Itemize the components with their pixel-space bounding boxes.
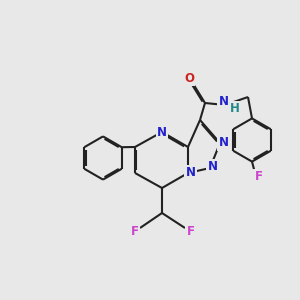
Text: N: N: [185, 167, 195, 179]
Text: F: F: [130, 225, 139, 238]
Text: N: N: [207, 160, 218, 173]
Text: O: O: [184, 72, 194, 85]
Text: F: F: [255, 170, 262, 183]
Text: H: H: [230, 102, 239, 115]
Text: F: F: [186, 225, 194, 238]
Text: N: N: [219, 136, 229, 149]
Text: N: N: [218, 95, 229, 108]
Text: N: N: [157, 125, 167, 139]
